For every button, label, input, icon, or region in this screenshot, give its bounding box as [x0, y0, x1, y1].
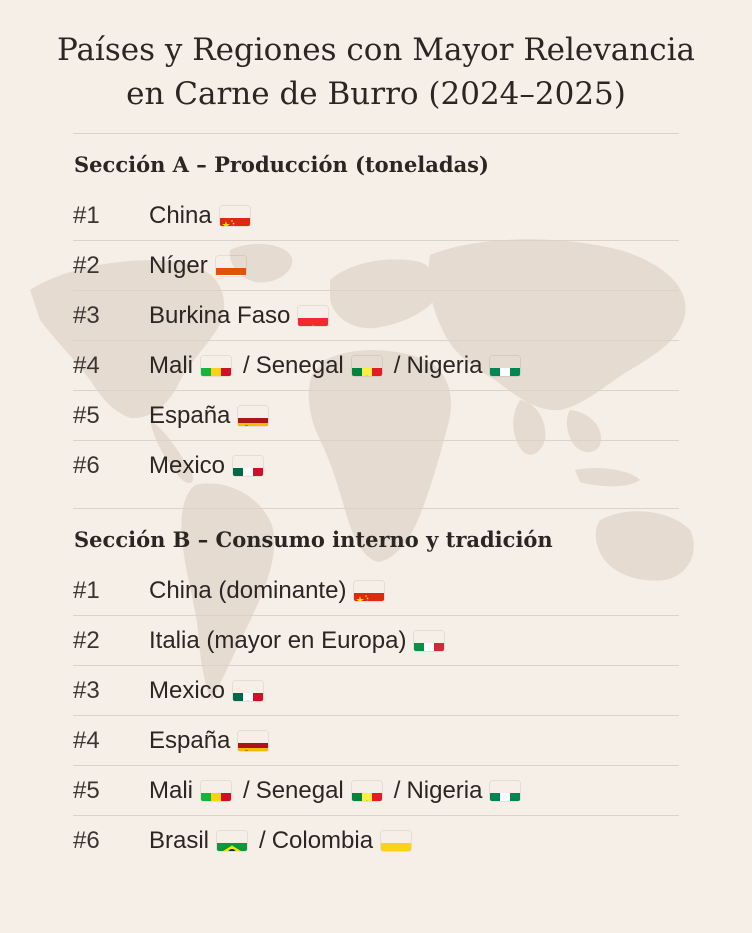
country-list: Brasil / Colombia — [149, 816, 417, 866]
country-name: Italia (mayor en Europa) — [149, 627, 407, 654]
country-list: Mexico — [149, 666, 269, 716]
section-a-row-2: #2 Níger — [73, 241, 679, 291]
niger-flag-icon — [215, 256, 246, 276]
country-list: Níger — [149, 241, 252, 291]
section-b-row-1: #1 China (dominante) — [73, 566, 679, 616]
row-divider — [73, 240, 679, 241]
country-name: Nigeria — [406, 352, 483, 379]
rank-label: #6 — [73, 827, 100, 854]
colombia-flag-icon — [381, 831, 412, 851]
country-list: China (dominante) — [149, 566, 390, 616]
country-name: Nigeria — [406, 777, 483, 804]
country-list: China — [149, 191, 256, 241]
section-a-row-3: #3 Burkina Faso — [73, 291, 679, 341]
country-name: Brasil — [149, 827, 210, 854]
row-divider — [73, 715, 679, 716]
section-b-row-4: #4 España — [73, 716, 679, 766]
rank-label: #6 — [73, 452, 100, 479]
brazil-flag-icon — [217, 831, 248, 851]
title-line-2: en Carne de Burro (2024–2025) — [126, 76, 626, 112]
section-b-row-5: #5 Mali / Senegal / Nigeria — [73, 766, 679, 816]
separator: / — [243, 777, 250, 804]
country-name: Níger — [149, 252, 208, 279]
rank-label: #3 — [73, 677, 100, 704]
section-b-row-6: #6 Brasil / Colombia — [73, 816, 679, 866]
country-list: España — [149, 391, 274, 441]
row-divider — [73, 340, 679, 341]
senegal-flag-icon — [351, 781, 382, 801]
section-b-heading: Sección B – Consumo interno y tradición — [74, 527, 553, 552]
section-a-row-5: #5 España — [73, 391, 679, 441]
country-list: Mali / Senegal / Nigeria — [149, 341, 526, 391]
rank-label: #3 — [73, 302, 100, 329]
country-name: Mexico — [149, 677, 226, 704]
china-flag-icon — [354, 581, 385, 601]
country-list: Italia (mayor en Europa) — [149, 616, 450, 666]
rank-label: #1 — [73, 202, 100, 229]
separator: / — [243, 352, 250, 379]
row-divider — [73, 290, 679, 291]
senegal-flag-icon — [351, 356, 382, 376]
country-name: Mexico — [149, 452, 226, 479]
country-name: España — [149, 402, 231, 429]
section-b-row-2: #2 Italia (mayor en Europa) — [73, 616, 679, 666]
row-divider — [73, 440, 679, 441]
section-a-row-4: #4 Mali / Senegal / Nigeria — [73, 341, 679, 391]
row-divider — [73, 390, 679, 391]
rank-label: #2 — [73, 627, 100, 654]
country-name: Senegal — [255, 777, 344, 804]
mali-flag-icon — [201, 356, 232, 376]
mexico-flag-icon — [233, 681, 264, 701]
china-flag-icon — [219, 206, 250, 226]
rank-label: #4 — [73, 352, 100, 379]
title-divider — [73, 133, 679, 134]
country-name: Senegal — [255, 352, 344, 379]
nigeria-flag-icon — [490, 781, 521, 801]
rank-label: #5 — [73, 777, 100, 804]
spain-flag-icon — [238, 731, 269, 751]
mali-flag-icon — [201, 781, 232, 801]
rank-label: #4 — [73, 727, 100, 754]
country-name: Burkina Faso — [149, 302, 291, 329]
row-divider — [73, 815, 679, 816]
page-title: Países y Regiones con Mayor Relevancia e… — [0, 28, 752, 116]
separator: / — [393, 352, 401, 379]
separator: / — [393, 777, 401, 804]
italy-flag-icon — [414, 631, 445, 651]
nigeria-flag-icon — [490, 356, 521, 376]
section-a-heading: Sección A – Producción (toneladas) — [74, 152, 489, 177]
section-a-row-6: #6 Mexico — [73, 441, 679, 491]
row-divider — [73, 765, 679, 766]
country-name: Colombia — [271, 827, 374, 854]
rank-label: #2 — [73, 252, 100, 279]
country-name: Mali — [149, 777, 194, 804]
mexico-flag-icon — [233, 456, 264, 476]
country-list: Mali / Senegal / Nigeria — [149, 766, 526, 816]
country-name: España — [149, 727, 231, 754]
country-list: Mexico — [149, 441, 269, 491]
section-divider — [73, 508, 679, 509]
country-name: China (dominante) — [149, 577, 347, 604]
section-b-row-3: #3 Mexico — [73, 666, 679, 716]
rank-label: #1 — [73, 577, 100, 604]
row-divider — [73, 615, 679, 616]
country-name: Mali — [149, 352, 194, 379]
rank-label: #5 — [73, 402, 100, 429]
spain-flag-icon — [238, 406, 269, 426]
country-name: China — [149, 202, 212, 229]
country-list: Burkina Faso — [149, 291, 334, 341]
title-line-1: Países y Regiones con Mayor Relevancia — [56, 32, 695, 68]
separator: / — [259, 827, 266, 854]
burkina-faso-flag-icon — [298, 306, 329, 326]
row-divider — [73, 665, 679, 666]
section-a-row-1: #1 China — [73, 191, 679, 241]
country-list: España — [149, 716, 274, 766]
